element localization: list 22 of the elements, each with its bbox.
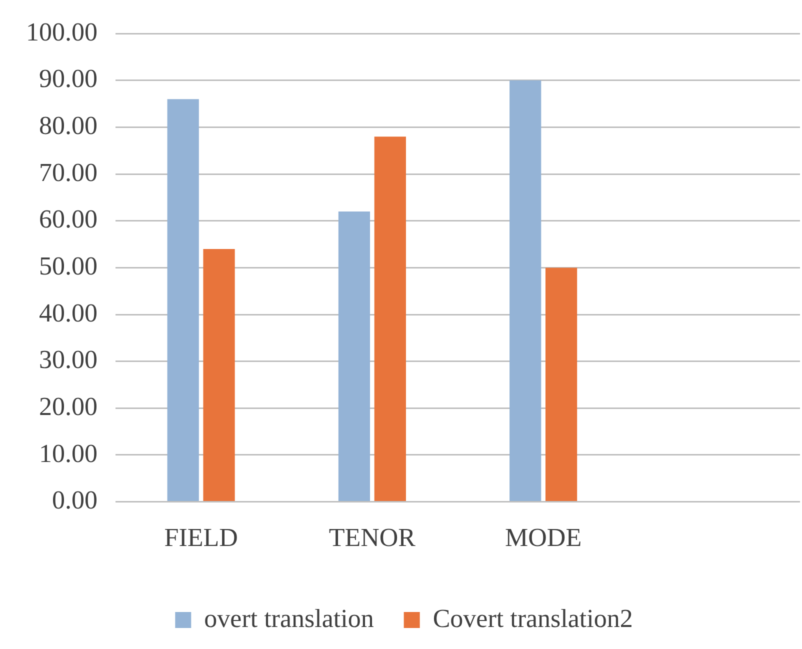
bar: [510, 80, 542, 502]
y-tick-label: 20.00: [39, 392, 98, 421]
y-tick-label: 100.00: [26, 17, 98, 46]
x-tick-label: MODE: [505, 523, 582, 552]
bar: [203, 248, 235, 502]
legend-label: overt translation: [204, 604, 374, 633]
y-tick-label: 10.00: [39, 438, 98, 468]
y-tick-label: 30.00: [39, 345, 98, 374]
y-tick-label: 90.00: [39, 64, 98, 94]
bar: [374, 136, 406, 502]
y-tick-label: 70.00: [39, 158, 98, 187]
y-tick-label: 0.00: [52, 486, 98, 515]
y-tick-label: 80.00: [39, 111, 98, 140]
x-tick-label: TENOR: [328, 523, 416, 552]
y-tick-label: 50.00: [39, 252, 98, 281]
bar: [338, 212, 370, 502]
bar: [545, 268, 578, 502]
legend-label: Covert translation2: [432, 604, 633, 633]
x-tick-label: FIELD: [164, 523, 238, 552]
bar: [167, 99, 199, 502]
y-tick-label: 40.00: [39, 298, 98, 328]
y-tick-label: 60.00: [39, 204, 98, 234]
